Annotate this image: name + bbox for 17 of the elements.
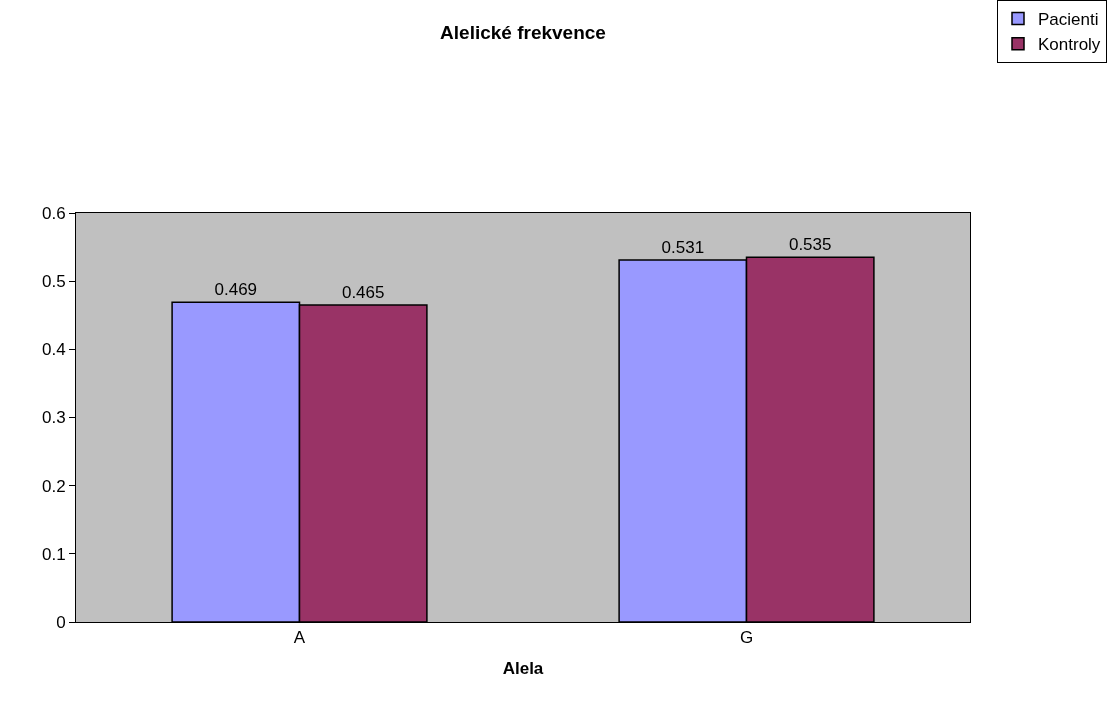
x-tick-label: G bbox=[739, 628, 754, 648]
data-label: 0.535 bbox=[788, 235, 832, 255]
y-tick-label: 0.3 bbox=[41, 408, 66, 428]
x-tick-label: A bbox=[293, 628, 306, 648]
y-tick-label: 0.5 bbox=[41, 272, 66, 292]
chart-title: Alelické frekvence bbox=[440, 21, 606, 43]
data-label: 0.469 bbox=[214, 280, 258, 300]
y-tick-label: 0.1 bbox=[41, 544, 66, 564]
x-axis-title: Alela bbox=[502, 658, 544, 678]
legend-label: Kontroly bbox=[1038, 35, 1101, 55]
y-tick-label: 0.4 bbox=[41, 340, 66, 360]
y-tick-label: 0.6 bbox=[41, 203, 66, 223]
y-tick-label: 0.2 bbox=[41, 476, 66, 496]
y-tick-label: 0 bbox=[56, 612, 66, 632]
data-label: 0.531 bbox=[661, 238, 705, 258]
data-label: 0.465 bbox=[341, 283, 385, 303]
legend-label: Pacienti bbox=[1038, 10, 1099, 30]
